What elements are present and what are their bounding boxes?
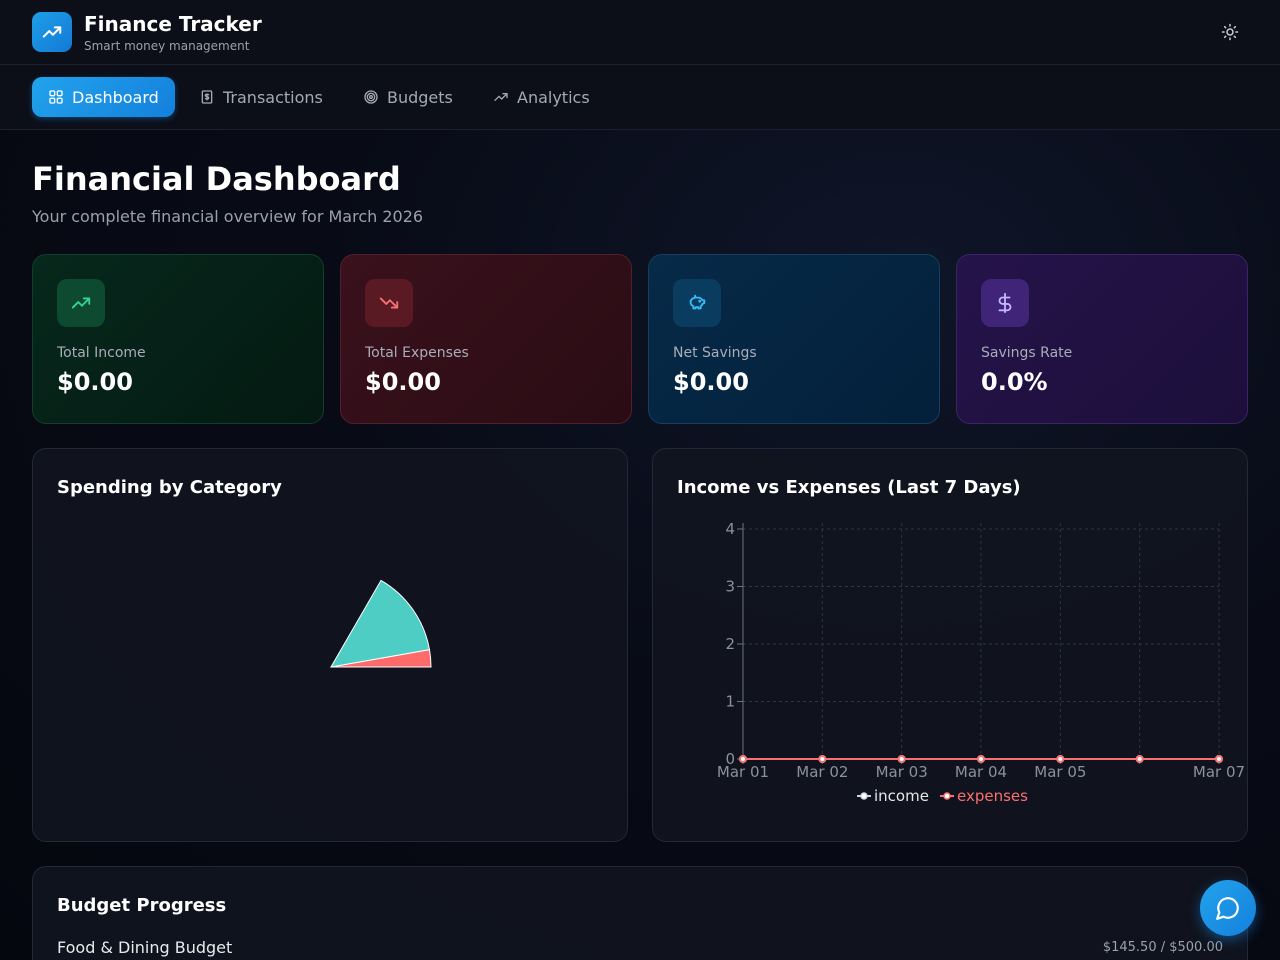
app-header: Finance Tracker Smart money management [0, 0, 1280, 65]
chat-bubble-icon [1216, 897, 1239, 920]
panel-title: Income vs Expenses (Last 7 Days) [677, 477, 1021, 498]
spending-by-category-panel: Spending by Category [32, 448, 628, 842]
budget-progress-panel: Budget Progress Food & Dining Budget $14… [32, 866, 1248, 960]
data-point-expenses[interactable] [1215, 755, 1223, 763]
target-icon [364, 90, 378, 104]
stat-value: $0.00 [673, 368, 749, 396]
panel-title: Budget Progress [57, 895, 227, 916]
y-tick-label: 1 [725, 693, 735, 711]
app-subtitle: Smart money management [84, 39, 250, 53]
pie-slice[interactable] [330, 579, 431, 668]
receipt-icon [201, 90, 213, 104]
y-tick-label: 4 [725, 520, 735, 538]
page-subtitle: Your complete financial overview for Mar… [32, 207, 424, 226]
income-vs-expenses-panel: Income vs Expenses (Last 7 Days) 0 1 2 3 4 Ma… [652, 448, 1248, 842]
sun-icon[interactable] [1214, 16, 1246, 48]
legend-marker [860, 792, 868, 800]
stat-card-expenses: Total Expenses $0.00 [340, 254, 632, 424]
legend-marker [943, 792, 951, 800]
legend-label: expenses [957, 787, 1028, 805]
panel-title: Spending by Category [57, 477, 282, 498]
y-tick-label: 3 [725, 578, 735, 596]
tab-label: Dashboard [72, 87, 159, 107]
trending-up-icon [494, 93, 508, 101]
data-point-expenses[interactable] [818, 755, 827, 763]
trending-down-icon [365, 279, 413, 327]
tab-analytics[interactable]: Analytics [477, 77, 606, 117]
legend-label: income [874, 787, 929, 805]
pie-chart [330, 579, 432, 668]
tab-label: Transactions [223, 87, 323, 107]
x-tick-label: Mar 03 [876, 763, 928, 781]
tab-budgets[interactable]: Budgets [347, 77, 469, 117]
piggy-bank-icon [673, 279, 721, 327]
stat-label: Total Expenses [365, 345, 469, 361]
stat-value: $0.00 [365, 368, 441, 396]
data-point-expenses[interactable] [1135, 755, 1144, 763]
tab-dashboard[interactable]: Dashboard [32, 77, 175, 117]
trending-up-icon [57, 279, 105, 327]
trending-up-icon [32, 12, 72, 52]
stat-label: Total Income [57, 345, 146, 361]
tab-label: Analytics [517, 87, 590, 107]
x-tick-label: Mar 01 [717, 763, 769, 781]
stat-value: 0.0% [981, 368, 1048, 396]
y-tick-label: 2 [725, 635, 735, 653]
data-point-expenses[interactable] [739, 755, 747, 763]
app-title: Finance Tracker [84, 12, 262, 36]
stat-card-savings-rate: Savings Rate 0.0% [956, 254, 1248, 424]
data-point-expenses[interactable] [897, 755, 906, 763]
budget-name: Food & Dining Budget [57, 938, 233, 957]
line-chart: 0 1 2 3 4 Mar 01 Mar 02 Mar 03 Mar 04 Mar 05 Mar 0… [717, 520, 1245, 805]
x-tick-label: Mar 07 [1193, 763, 1245, 781]
x-tick-label: Mar 05 [1034, 763, 1086, 781]
stat-label: Savings Rate [981, 345, 1073, 361]
data-point-expenses[interactable] [1056, 755, 1065, 763]
main-nav: Dashboard Transactions Budgets Analytics [0, 65, 1280, 130]
grid-icon [49, 90, 63, 104]
stat-value: $0.00 [57, 368, 133, 396]
x-tick-label: Mar 02 [796, 763, 848, 781]
stat-card-savings: Net Savings $0.00 [648, 254, 940, 424]
y-tick-label: 0 [725, 750, 735, 768]
data-point-expenses[interactable] [977, 755, 985, 763]
tab-transactions[interactable]: Transactions [183, 77, 339, 117]
budget-amount: $145.50 / $500.00 [1102, 940, 1223, 955]
dollar-icon [981, 279, 1029, 327]
chat-button[interactable] [1200, 880, 1256, 936]
x-tick-label: Mar 04 [955, 763, 1007, 781]
stat-card-income: Total Income $0.00 [32, 254, 324, 424]
tab-label: Budgets [387, 87, 453, 107]
stat-label: Net Savings [673, 345, 757, 361]
page-title: Financial Dashboard [32, 160, 401, 198]
